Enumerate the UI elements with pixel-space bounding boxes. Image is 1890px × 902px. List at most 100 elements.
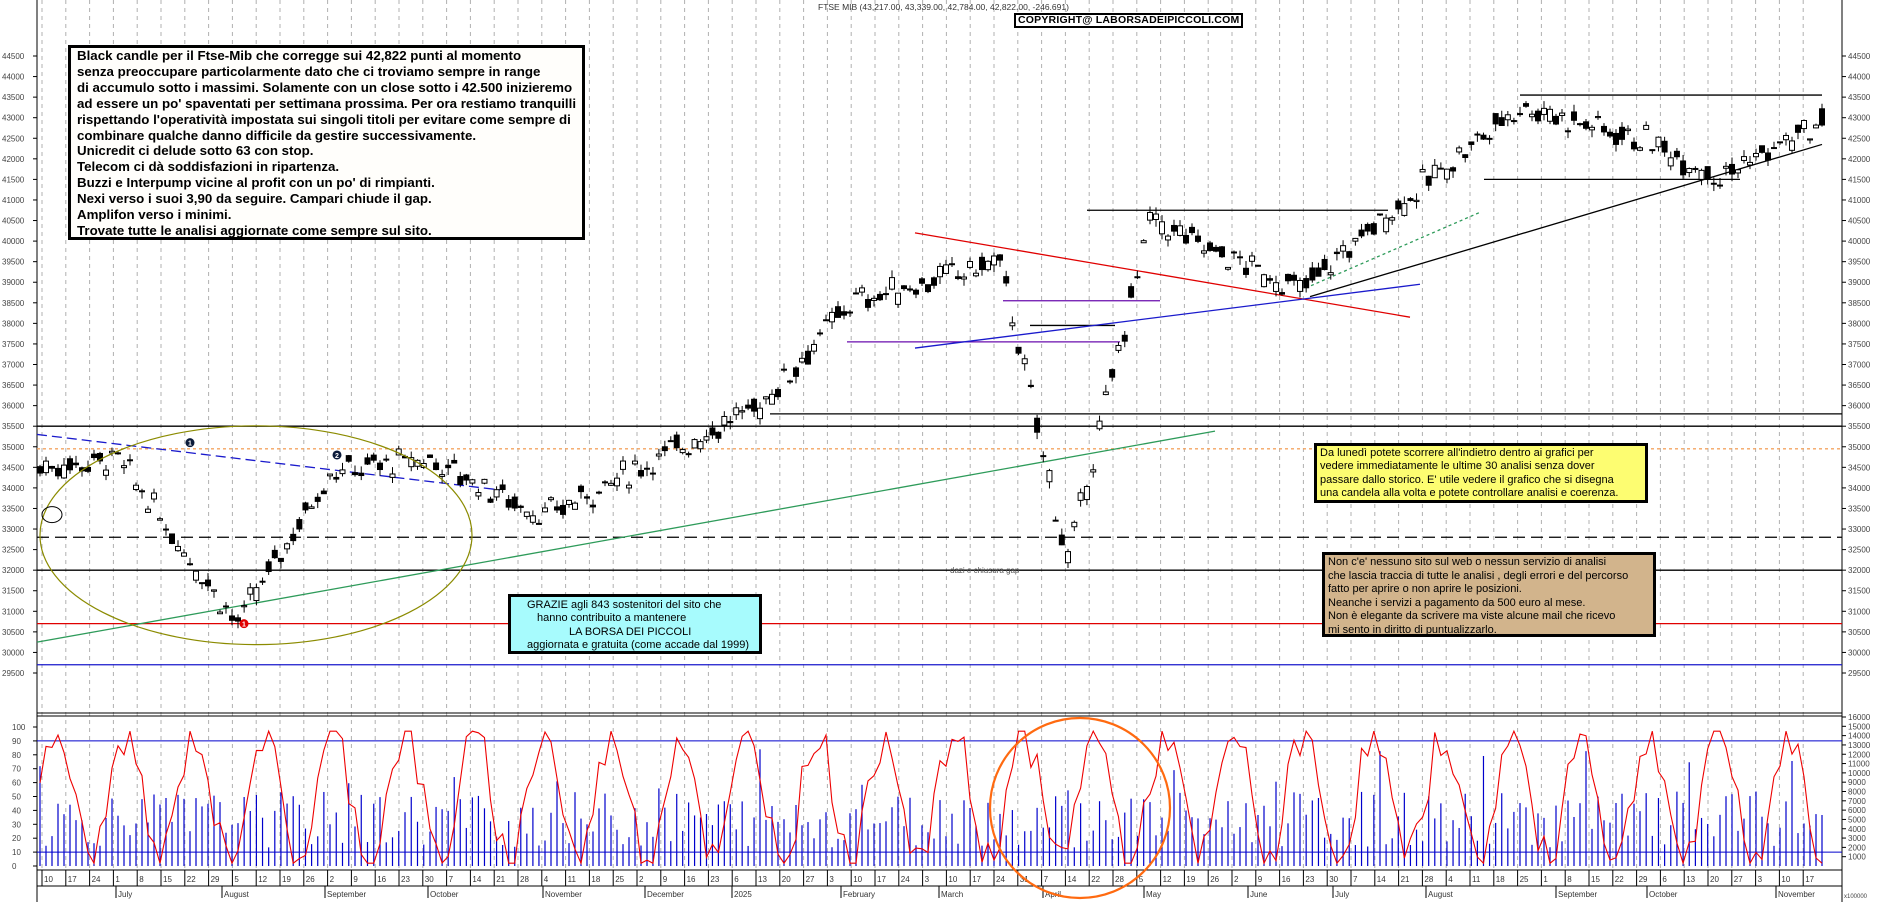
candle-body <box>1456 147 1463 153</box>
candle-body <box>739 410 746 413</box>
candle-body <box>931 277 937 286</box>
candle-body <box>1486 137 1493 140</box>
price-tick-label: 37000 <box>1848 361 1871 370</box>
candle-body <box>181 552 187 557</box>
gap-annotation: dazi e chiusura gap <box>950 566 1020 575</box>
volume-tick-label: 10000 <box>1848 769 1871 778</box>
price-tick-label: 30000 <box>2 648 25 657</box>
day-tick-label: 21 <box>496 875 505 884</box>
month-label: July <box>118 890 132 899</box>
marker-2-label: 2 <box>335 453 339 460</box>
candle-body <box>1243 267 1249 275</box>
candle-body <box>1735 169 1741 174</box>
candle-body <box>991 255 997 266</box>
candle-body <box>364 457 371 465</box>
day-tick-label: 7 <box>1353 875 1358 884</box>
candle-body <box>602 481 608 484</box>
range-ellipse <box>39 425 473 646</box>
price-tick-label: 34000 <box>1848 484 1871 493</box>
day-tick-label: 28 <box>520 875 529 884</box>
candle-body <box>284 543 291 550</box>
price-tick-label: 30500 <box>1848 628 1871 637</box>
candle-body <box>566 499 572 505</box>
month-label: March <box>941 890 963 899</box>
marker-1-label: 1 <box>188 441 192 448</box>
candle-body <box>1207 242 1213 251</box>
candle-body <box>889 277 895 290</box>
volume-tick-label: 2000 <box>1848 843 1866 852</box>
price-tick-label: 32000 <box>2 566 25 575</box>
candle-body <box>1358 229 1365 237</box>
candle-body <box>457 476 464 485</box>
candle-body <box>1140 240 1147 244</box>
candle-body <box>685 453 692 456</box>
price-tick-label: 42000 <box>1848 155 1871 164</box>
candle-body <box>1395 200 1402 210</box>
candle-body <box>433 462 440 471</box>
comment-line: Unicredit ci delude sotto 63 con stop. <box>77 143 314 159</box>
candle-body <box>1102 391 1109 396</box>
price-tick-label: 38000 <box>1848 319 1871 328</box>
candle-body <box>1462 154 1469 158</box>
candle-body <box>1340 245 1347 252</box>
price-tick-label: 31500 <box>2 587 25 596</box>
candle-body <box>535 522 542 525</box>
day-tick-label: 24 <box>901 875 910 884</box>
candle-body <box>1333 251 1340 255</box>
oscillator-tick-label: 30 <box>12 820 21 829</box>
candle-body <box>1121 334 1128 342</box>
day-tick-label: 30 <box>425 875 434 884</box>
candle-body <box>679 449 686 454</box>
candle-body <box>1237 256 1243 259</box>
candle-body <box>420 462 427 469</box>
price-tick-label: 34500 <box>1848 463 1871 472</box>
candle-body <box>37 466 43 474</box>
candle-body <box>1643 124 1650 130</box>
comment-line: Black candle per il Ftse-Mib che corregg… <box>77 48 522 63</box>
candle-body <box>661 446 668 452</box>
day-tick-label: 28 <box>1424 875 1433 884</box>
candle-body <box>139 490 145 493</box>
candle-body <box>691 439 698 449</box>
oscillator-tick-label: 40 <box>12 806 21 815</box>
candle-body <box>733 407 740 416</box>
price-tick-label: 38500 <box>1848 299 1871 308</box>
day-tick-label: 24 <box>996 875 1005 884</box>
candle-body <box>217 611 223 615</box>
candle-body <box>61 464 67 479</box>
month-label: November <box>545 890 582 899</box>
day-tick-label: 14 <box>1377 875 1386 884</box>
day-tick-label: 22 <box>1615 875 1624 884</box>
candle-body <box>1219 246 1225 258</box>
candle-body <box>193 570 199 581</box>
candle-body <box>1698 169 1705 180</box>
candle-body <box>1619 126 1625 140</box>
trendline <box>36 430 1216 643</box>
candle-body <box>1419 168 1426 173</box>
comment-line: senza preoccupare particolarmente dato c… <box>77 63 541 79</box>
candle-body <box>1309 267 1316 281</box>
day-tick-label: 26 <box>1210 875 1219 884</box>
candle-body <box>1498 117 1505 126</box>
oscillator-tick-label: 10 <box>12 848 21 857</box>
price-tick-label: 31500 <box>1848 587 1871 596</box>
price-tick-label: 42500 <box>2 134 25 143</box>
candle-body <box>523 511 530 517</box>
candle-body <box>1631 141 1637 150</box>
candle-body <box>499 484 506 490</box>
candle-body <box>1667 157 1674 167</box>
price-tick-label: 44000 <box>1848 73 1871 82</box>
candle-body <box>1625 128 1631 132</box>
month-label: July <box>1335 890 1349 899</box>
note-line: che lascia traccia di tutte le analisi ,… <box>1328 569 1629 582</box>
candle-body <box>1034 417 1041 433</box>
candle-body <box>961 276 967 280</box>
price-tick-label: 41500 <box>1848 175 1871 184</box>
candle-body <box>1128 286 1135 298</box>
candle-body <box>1052 519 1059 522</box>
price-tick-label: 33500 <box>1848 504 1871 513</box>
candle-body <box>1183 234 1189 244</box>
candle-body <box>1115 344 1122 351</box>
candle-body <box>1655 136 1662 148</box>
month-label: September <box>1558 890 1597 899</box>
